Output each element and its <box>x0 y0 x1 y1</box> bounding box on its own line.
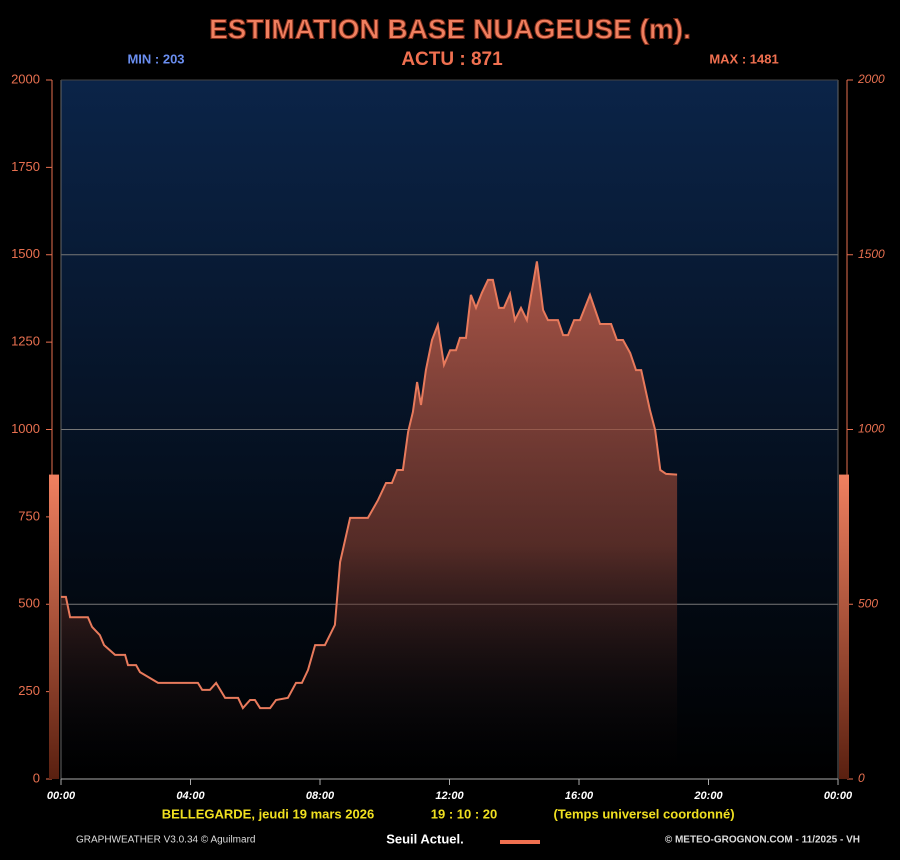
current-bar-left <box>49 474 59 779</box>
x-tick-label: 20:00 <box>693 790 723 802</box>
y-tick-label: 500 <box>18 596 40 611</box>
max-label: MAX : 1481 <box>709 51 778 66</box>
area-fill <box>61 261 678 779</box>
x-tick-label: 00:00 <box>47 790 76 802</box>
chart-title: ESTIMATION BASE NUAGEUSE (m). <box>209 13 691 44</box>
location-date: BELLEGARDE, jeudi 19 mars 2026 <box>162 806 374 821</box>
y-tick-label: 1000 <box>11 421 40 436</box>
current-bar-right <box>839 474 849 779</box>
min-label: MIN : 203 <box>127 51 184 66</box>
y2-tick-label: 1500 <box>858 247 885 261</box>
y2-tick-label: 500 <box>858 596 878 610</box>
time: 19 : 10 : 20 <box>431 806 498 821</box>
y-tick-label: 250 <box>18 683 40 698</box>
x-tick-label: 12:00 <box>435 790 464 802</box>
x-tick-label: 08:00 <box>306 790 335 802</box>
series-line <box>61 261 678 710</box>
y-tick-label: 1500 <box>11 246 40 261</box>
y2-tick-label: 0 <box>858 771 865 785</box>
y-tick-label: 1250 <box>11 334 40 349</box>
y2-tick-label: 2000 <box>857 72 885 86</box>
y-tick-label: 0 <box>33 770 40 785</box>
y-tick-label: 750 <box>18 508 40 523</box>
x-tick-label: 00:00 <box>824 790 853 802</box>
timezone: (Temps universel coordonné) <box>553 806 734 821</box>
current-label: ACTU : 871 <box>401 49 503 70</box>
x-tick-label: 16:00 <box>565 790 594 802</box>
software: GRAPHWEATHER V3.0.34 © Aguilmard <box>76 835 255 846</box>
legend-label: Seuil Actuel. <box>386 831 464 846</box>
copyright: © METEO-GROGNON.COM - 11/2025 - VH <box>665 835 860 846</box>
x-tick-label: 04:00 <box>176 790 205 802</box>
y-tick-label: 2000 <box>11 71 40 86</box>
y2-tick-label: 1000 <box>858 422 885 436</box>
y-tick-label: 1750 <box>11 159 40 174</box>
